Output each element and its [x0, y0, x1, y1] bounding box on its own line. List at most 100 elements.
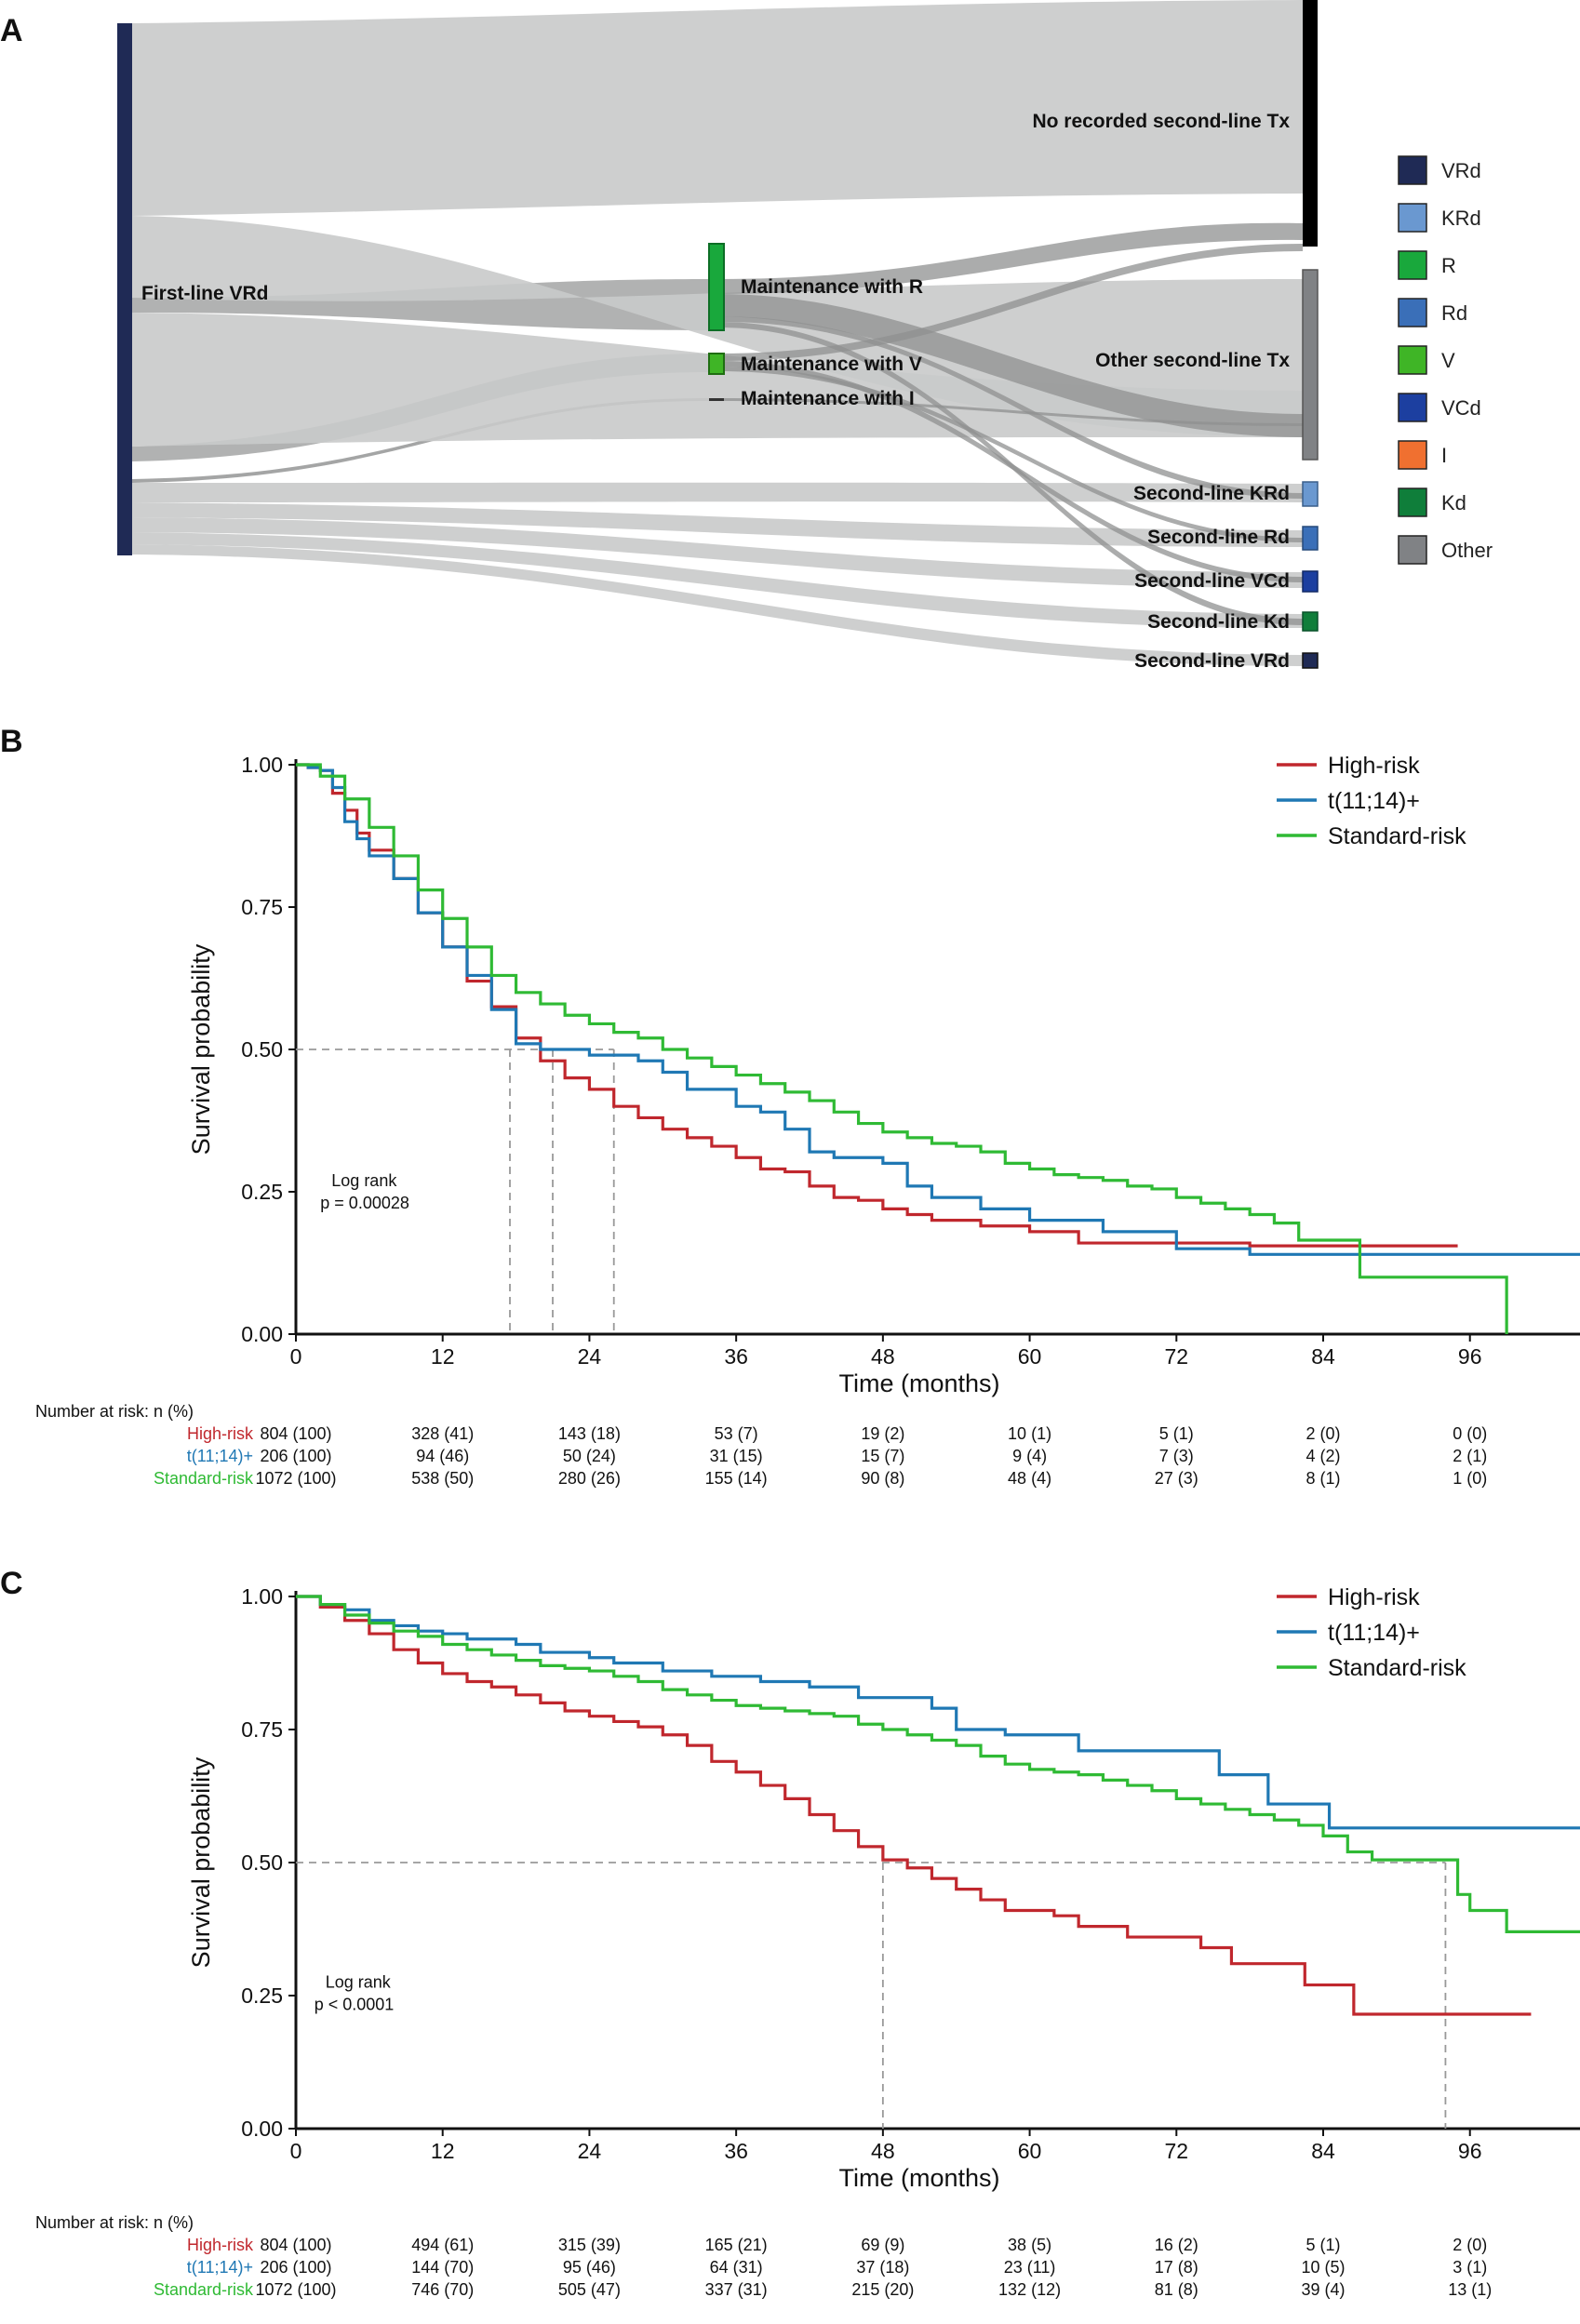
risk-cell: 48 (4)	[1008, 1469, 1051, 1488]
risk-cell: 38 (5)	[1008, 2236, 1051, 2254]
risk-cell: 165 (21)	[705, 2236, 768, 2254]
risk-cell: 3 (1)	[1453, 2258, 1487, 2277]
panel-c: C 0.00 0.25 0.50 0.75 1.00 0 12 24 36 48 60 72 84 96 T…	[0, 1566, 1580, 2299]
flow-maint-v-to-none	[718, 244, 1303, 361]
risk-cell: 206 (100)	[260, 2258, 331, 2277]
legend-label-kd: Kd	[1441, 491, 1466, 514]
risk-cell: 19 (2)	[861, 1424, 904, 1443]
risk-cell: 1072 (100)	[255, 1469, 336, 1488]
log-rank-annotation: Log rank	[326, 1972, 392, 1991]
risk-cell: 17 (8)	[1155, 2258, 1198, 2277]
legend-label-krd: KRd	[1441, 207, 1481, 230]
x-tick-label: 84	[1311, 1344, 1335, 1369]
flow-vrd-to-krd	[132, 482, 1303, 502]
label-second-line-vcd: Second-line VCd	[1134, 570, 1290, 592]
x-axis-title: Time (months)	[838, 1369, 999, 1397]
legend-label-rd: Rd	[1441, 301, 1467, 325]
x-tick-label: 12	[431, 1344, 455, 1369]
node-second-line-vcd	[1302, 570, 1319, 593]
risk-cell: 10 (1)	[1008, 1424, 1051, 1443]
node-maint-i	[709, 398, 724, 401]
risk-cell: 81 (8)	[1155, 2280, 1198, 2299]
label-second-line-krd: Second-line KRd	[1133, 483, 1290, 504]
km-legend-label: t(11;14)+	[1328, 788, 1420, 814]
legend-label-other: Other	[1441, 539, 1493, 562]
y-tick-label: 0.50	[241, 1850, 283, 1875]
panel-letter-a: A	[0, 13, 23, 48]
risk-cell: 144 (70)	[411, 2258, 474, 2277]
legend-swatch-vcd	[1398, 393, 1427, 422]
risk-cell: 315 (39)	[558, 2236, 621, 2254]
x-tick-label: 24	[578, 2139, 602, 2163]
risk-row-label: High-risk	[187, 2236, 254, 2254]
risk-cell: 23 (11)	[1004, 2258, 1056, 2277]
risk-cell: 15 (7)	[861, 1447, 904, 1465]
risk-row-label: Standard-risk	[154, 2280, 254, 2299]
log-rank-annotation: p = 0.00028	[320, 1194, 409, 1212]
legend-swatch-vrd	[1398, 155, 1427, 185]
node-maint-r	[708, 243, 725, 331]
node-first-line-vrd	[117, 23, 132, 555]
risk-cell: 143 (18)	[558, 1424, 621, 1443]
risk-cell: 8 (1)	[1306, 1469, 1340, 1488]
risk-cell: 2 (0)	[1453, 2236, 1487, 2254]
x-tick-label: 24	[578, 1344, 602, 1369]
risk-cell: 505 (47)	[558, 2280, 621, 2299]
risk-row-label: t(11;14)+	[187, 1447, 253, 1465]
risk-cell: 1072 (100)	[255, 2280, 336, 2299]
sankey-flows	[132, 0, 1303, 666]
risk-cell: 2 (1)	[1453, 1447, 1487, 1465]
flow-maint-r-to-other	[718, 294, 1303, 437]
node-second-line-vrd	[1302, 652, 1319, 669]
panel-b: B 0.00 0.25 0.50 0.75 1.00 0 12 24 36 48 60 72 84 96 T…	[0, 724, 1580, 1488]
y-tick-label: 0.50	[241, 1037, 283, 1062]
flow-maint-i-to-other	[718, 398, 1303, 426]
x-tick-label: 36	[724, 1344, 748, 1369]
risk-cell: 95 (46)	[563, 2258, 616, 2277]
flow-vrd-to-kd	[132, 532, 1303, 629]
risk-cell: 13 (1)	[1448, 2280, 1492, 2299]
risk-row-label: High-risk	[187, 1424, 254, 1443]
risk-cell: 337 (31)	[705, 2280, 768, 2299]
x-tick-label: 36	[724, 2139, 748, 2163]
y-tick-label: 0.25	[241, 1180, 283, 1204]
legend-label-vcd: VCd	[1441, 396, 1481, 420]
x-tick-label: 84	[1311, 2139, 1335, 2163]
risk-cell: 27 (3)	[1155, 1469, 1198, 1488]
km-legend-label: t(11;14)+	[1328, 1620, 1420, 1646]
risk-cell: 9 (4)	[1012, 1447, 1047, 1465]
risk-cell: 90 (8)	[861, 1469, 904, 1488]
km-legend-label: Standard-risk	[1328, 823, 1466, 849]
km-curve-t1114	[296, 763, 1580, 1256]
risk-cell: 94 (46)	[416, 1447, 469, 1465]
log-rank-annotation: p < 0.0001	[315, 1995, 395, 2013]
node-maint-v	[708, 353, 725, 375]
risk-row-label: Standard-risk	[154, 1469, 254, 1488]
risk-cell: 746 (70)	[411, 2280, 474, 2299]
y-tick-label: 0.75	[241, 1717, 283, 1742]
risk-row-label: t(11;14)+	[187, 2258, 253, 2277]
risk-cell: 53 (7)	[715, 1424, 758, 1443]
node-other-second-line	[1302, 269, 1319, 461]
risk-cell: 4 (2)	[1306, 1447, 1340, 1465]
km-legend-label: High-risk	[1328, 753, 1420, 779]
y-tick-label: 1.00	[241, 1584, 283, 1609]
risk-cell: 206 (100)	[260, 1447, 331, 1465]
y-tick-label: 0.25	[241, 1983, 283, 2008]
x-tick-label: 60	[1018, 1344, 1042, 1369]
km-curve-high-risk	[296, 1595, 1532, 2016]
flow-vrd-to-other-2	[132, 313, 1303, 447]
legend-swatch-i	[1398, 440, 1427, 470]
y-axis-title: Survival probability	[187, 1756, 215, 1968]
x-tick-label: 72	[1164, 1344, 1188, 1369]
legend-swatch-kd	[1398, 488, 1427, 517]
sankey-legend: VRd KRd R Rd V VCd I Kd Other	[1398, 155, 1493, 565]
panel-letter-b: B	[0, 724, 23, 759]
flow-vrd-to-rd	[132, 502, 1303, 547]
legend-label-v: V	[1441, 349, 1455, 372]
y-tick-label: 0.00	[241, 1322, 283, 1346]
risk-cell: 31 (15)	[710, 1447, 763, 1465]
risk-cell: 328 (41)	[411, 1424, 474, 1443]
node-second-line-kd	[1302, 611, 1319, 632]
label-maint-v: Maintenance with V	[741, 354, 922, 375]
